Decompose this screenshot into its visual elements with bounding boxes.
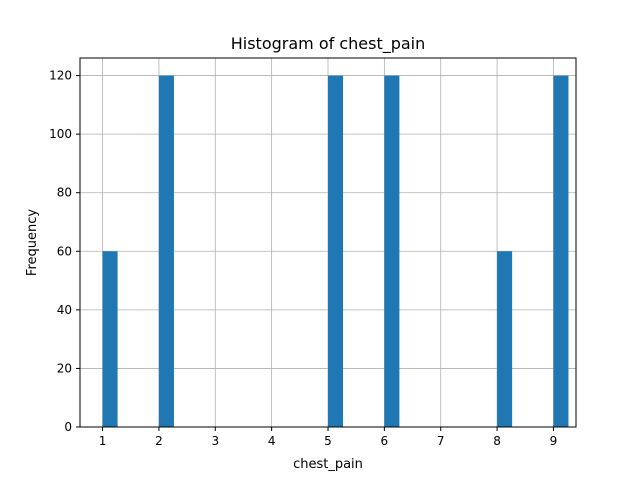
y-tick-label: 100 bbox=[49, 127, 72, 141]
y-tick-label: 120 bbox=[49, 69, 72, 83]
histogram-bar bbox=[384, 75, 400, 428]
histogram-bar bbox=[553, 75, 569, 428]
y-tick-label: 60 bbox=[57, 244, 72, 258]
bars bbox=[102, 75, 569, 428]
y-tick-label: 40 bbox=[57, 303, 72, 317]
x-tick-label: 1 bbox=[99, 434, 107, 448]
axis-ticks: 1 2 3 4 5 6 7 8 9 0 20 40 60 80 100 120 bbox=[49, 69, 557, 448]
x-tick-label: 9 bbox=[550, 434, 558, 448]
x-tick-label: 7 bbox=[437, 434, 445, 448]
x-tick-label: 2 bbox=[155, 434, 163, 448]
y-tick-label: 0 bbox=[64, 420, 72, 434]
histogram-bar bbox=[497, 251, 513, 427]
y-tick-label: 80 bbox=[57, 186, 72, 200]
y-axis-label: Frequency bbox=[25, 209, 40, 276]
x-tick-label: 8 bbox=[493, 434, 501, 448]
chart-title: Histogram of chest_pain bbox=[231, 34, 426, 54]
histogram-bar bbox=[328, 75, 344, 428]
histogram-bar bbox=[158, 75, 174, 428]
histogram-bar bbox=[102, 251, 118, 427]
x-tick-label: 5 bbox=[324, 434, 332, 448]
x-tick-label: 6 bbox=[381, 434, 389, 448]
x-tick-label: 3 bbox=[211, 434, 219, 448]
x-axis-label: chest_pain bbox=[293, 457, 363, 472]
x-tick-label: 4 bbox=[268, 434, 276, 448]
y-tick-label: 20 bbox=[57, 361, 72, 375]
